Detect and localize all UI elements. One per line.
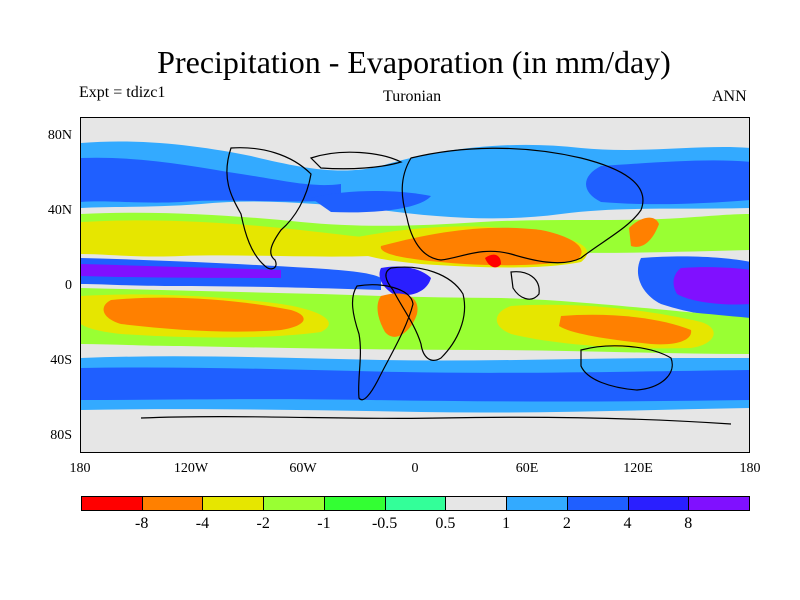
- lon-label-180e: 180: [739, 461, 761, 476]
- south-america-outline: [351, 284, 414, 401]
- north-america-outline: [226, 147, 312, 270]
- colorbar-swatch: [506, 496, 568, 511]
- eurasia-outline: [401, 147, 644, 264]
- africa-outline: [385, 266, 466, 361]
- east-pacific-dry: [629, 217, 659, 247]
- arctic-outline: [309, 151, 403, 170]
- colorbar-swatch: [384, 496, 447, 511]
- colorbar-swatch: [323, 496, 386, 511]
- experiment-label: Expt = tdizc1: [79, 84, 166, 101]
- lon-label-60e: 60E: [515, 461, 539, 476]
- lon-label-120w: 120W: [173, 461, 209, 476]
- colorbar-label: -8: [135, 515, 149, 532]
- north-pacific-storm: [586, 160, 749, 205]
- tethys-arid-zone: [380, 227, 582, 266]
- warm-pool-core: [673, 267, 749, 305]
- colorbar-swatch: [627, 496, 690, 511]
- lat-label-0: 0: [65, 278, 72, 293]
- lon-label-60w: 60W: [289, 461, 317, 476]
- lon-label-180w: 180: [69, 461, 91, 476]
- colorbar-label: 2: [562, 515, 571, 532]
- colorbar-label: -4: [195, 515, 210, 532]
- colorbar-swatch: [688, 496, 750, 511]
- colorbar-label: -0.5: [371, 515, 398, 532]
- indian-ocean-arid: [559, 314, 692, 345]
- lat-label-80n: 80N: [47, 128, 72, 143]
- lat-label-80s: 80S: [50, 428, 72, 443]
- north-dry-belt: [81, 220, 371, 257]
- colorbar-label: 0.5: [435, 515, 456, 532]
- map-panel: [80, 117, 750, 453]
- lon-label-0: 0: [411, 461, 419, 476]
- colorbar-label: 4: [623, 515, 632, 532]
- india-outline: [510, 271, 540, 300]
- south-pacific-arid: [103, 297, 304, 332]
- lon-label-120e: 120E: [623, 461, 653, 476]
- south-storm-track: [81, 367, 749, 402]
- colorbar-label: 8: [684, 515, 693, 532]
- australia-outline: [580, 345, 673, 391]
- colorbar-swatch: [81, 496, 143, 511]
- africa-wet-region: [379, 266, 431, 296]
- continent-outlines: [140, 147, 732, 425]
- period-label: Turonian: [383, 88, 442, 105]
- colorbar-label: 1: [502, 515, 511, 532]
- colorbar-label: -2: [256, 515, 270, 532]
- antarctic-neutral: [81, 416, 749, 452]
- colorbar-swatch: [566, 496, 629, 511]
- colorbar-label: -1: [317, 515, 331, 532]
- antarctica-outline: [140, 415, 732, 425]
- precip-evap-map: [81, 118, 749, 452]
- plot-title: Precipitation - Evaporation (in mm/day): [157, 44, 671, 80]
- lat-label-40s: 40S: [50, 353, 72, 368]
- season-label: ANN: [712, 88, 747, 105]
- colorbar-swatch: [141, 496, 204, 511]
- arid-hotspot: [485, 254, 501, 268]
- colorbar-swatch: [263, 496, 325, 511]
- colorbar-swatch: [445, 496, 508, 511]
- lat-label-40n: 40N: [47, 203, 72, 218]
- north-atlantic-storm: [311, 191, 431, 213]
- south-america-arid: [377, 293, 418, 337]
- itcz-core: [81, 264, 281, 278]
- north-storm-track: [81, 157, 341, 203]
- colorbar-swatch: [202, 496, 265, 511]
